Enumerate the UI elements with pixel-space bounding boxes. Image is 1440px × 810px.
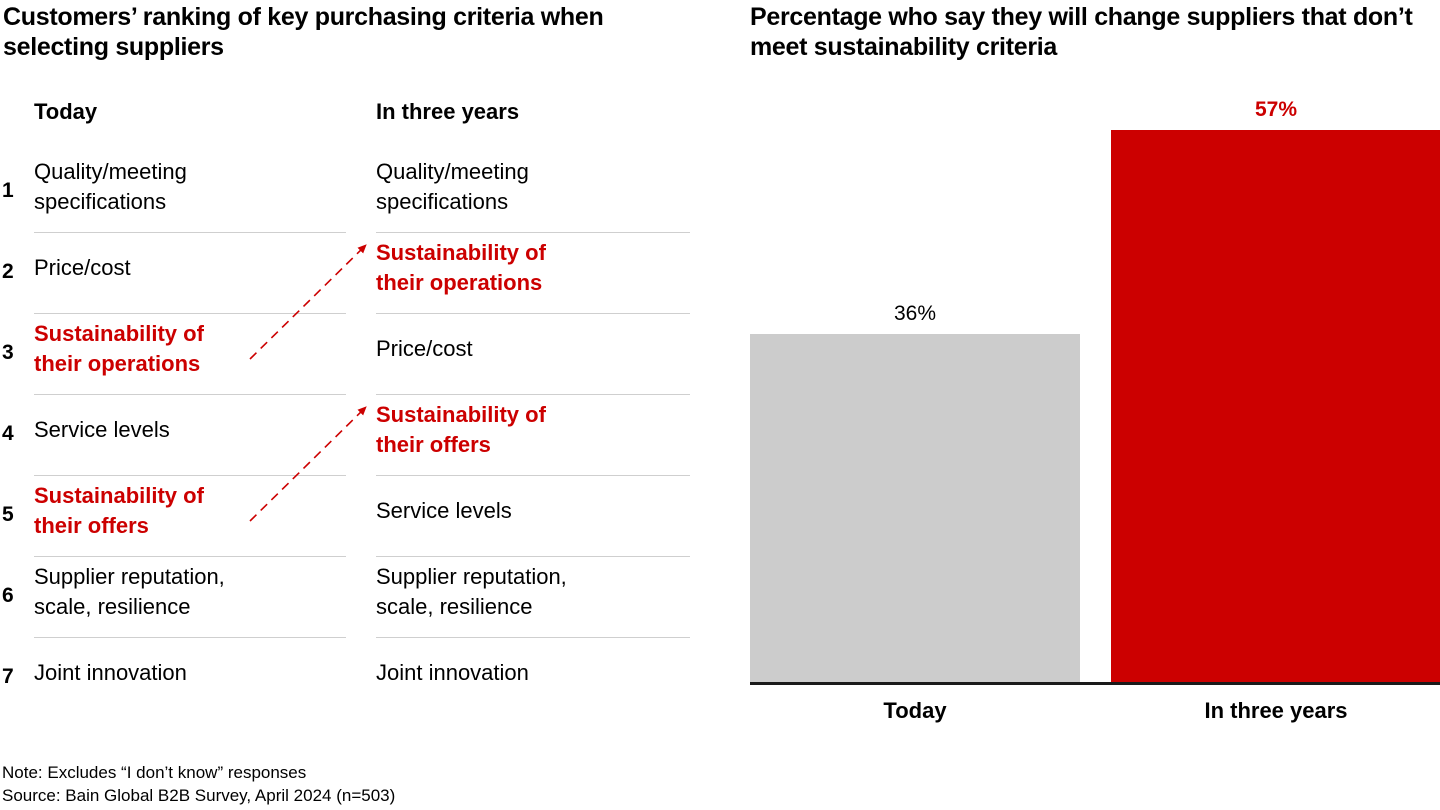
today-row-divider — [34, 475, 346, 476]
today-row-divider — [34, 637, 346, 638]
future-row-divider — [376, 313, 690, 314]
column-header-in-three-years: In three years — [376, 99, 520, 124]
today-criterion-joint-innovation: Joint innovation — [34, 660, 187, 685]
today-criterion-quality-meeting-specifications: Quality/meeting specifications — [34, 159, 187, 214]
future-criterion-joint-innovation: Joint innovation — [376, 660, 529, 685]
data-label-in-three-years: 57% — [1254, 98, 1298, 121]
rank-number: 2 — [2, 260, 14, 283]
future-row-divider — [376, 556, 690, 557]
rank-number: 3 — [2, 341, 14, 364]
column-header-today: Today — [34, 99, 98, 124]
today-criterion-price-cost: Price/cost — [34, 255, 131, 280]
rank-change-arrow — [249, 406, 367, 522]
x-tick-label-today: Today — [883, 698, 947, 723]
today-criterion-supplier-reputation-scale-resilience: Supplier reputation, scale, resilience — [34, 564, 225, 619]
rank-number: 5 — [2, 503, 14, 526]
bar-today — [750, 333, 1080, 683]
future-criterion-sustainability-of-their-offers: Sustainability of their offers — [376, 402, 546, 457]
today-row-divider — [34, 313, 346, 314]
today-row-divider — [34, 232, 346, 233]
today-row-divider — [34, 556, 346, 557]
future-criterion-price-cost: Price/cost — [376, 336, 473, 361]
future-criterion-sustainability-of-their-operations: Sustainability of their operations — [376, 240, 546, 295]
future-criterion-service-levels: Service levels — [376, 498, 512, 523]
future-criterion-quality-meeting-specifications: Quality/meeting specifications — [376, 159, 529, 214]
future-criterion-supplier-reputation-scale-resilience: Supplier reputation, scale, resilience — [376, 564, 567, 619]
x-axis-line — [750, 682, 1440, 685]
today-criterion-service-levels: Service levels — [34, 417, 170, 442]
future-row-divider — [376, 232, 690, 233]
rank-number: 6 — [2, 584, 14, 607]
today-row-divider — [34, 394, 346, 395]
future-row-divider — [376, 637, 690, 638]
ranking-title: Customers’ ranking of key purchasing cri… — [3, 3, 604, 61]
source-note: Source: Bain Global B2B Survey, April 20… — [2, 786, 396, 805]
today-criterion-sustainability-of-their-offers: Sustainability of their offers — [34, 483, 204, 538]
rank-number: 7 — [2, 665, 14, 688]
rank-change-arrow — [249, 244, 367, 360]
future-row-divider — [376, 475, 690, 476]
bar-in-three-years — [1111, 130, 1440, 683]
rank-number: 1 — [2, 179, 14, 202]
footnote: Note: Excludes “I don’t know” responses — [2, 763, 307, 782]
future-row-divider — [376, 394, 690, 395]
today-criterion-sustainability-of-their-operations: Sustainability of their operations — [34, 321, 204, 376]
x-tick-label-in-three-years: In three years — [1204, 698, 1348, 723]
data-label-today: 36% — [893, 301, 937, 325]
chart-title: Percentage who say they will change supp… — [750, 3, 1413, 61]
rank-number: 4 — [2, 422, 14, 445]
